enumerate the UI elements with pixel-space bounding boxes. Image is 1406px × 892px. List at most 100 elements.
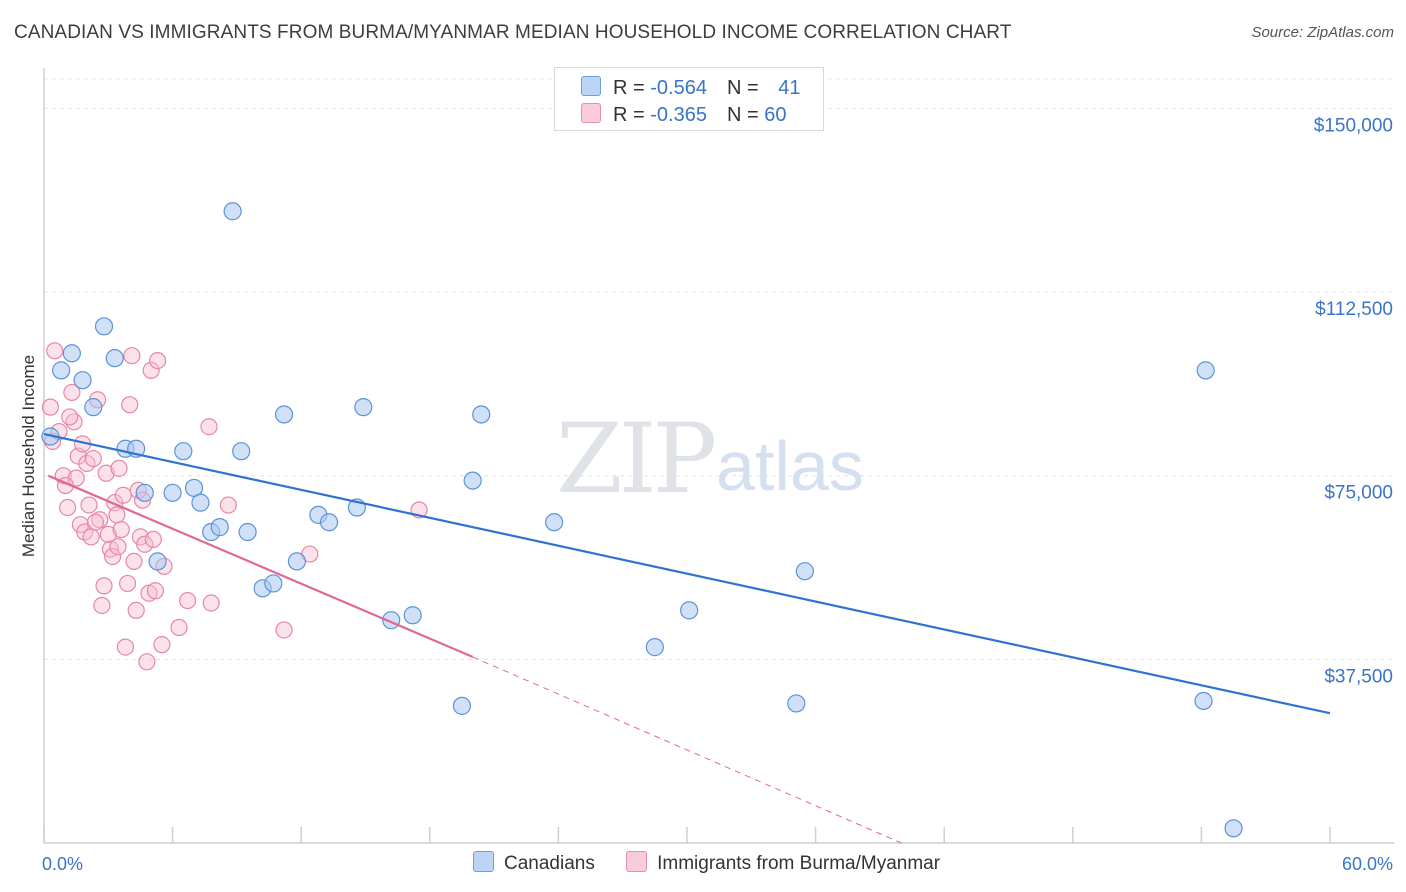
canadians-point	[472, 405, 491, 424]
immigrants-point	[146, 582, 165, 600]
canadians-point	[787, 694, 806, 713]
canadians-point	[210, 518, 229, 537]
immigrants-point	[109, 538, 127, 556]
legend-r-value: -0.564	[650, 77, 707, 99]
canadians-point	[680, 601, 699, 620]
canadians-points	[41, 202, 1243, 838]
canadians-point	[1196, 361, 1215, 380]
immigrants-point	[153, 636, 171, 654]
y-tick-label: $150,000	[1314, 115, 1393, 136]
immigrants-point	[99, 525, 117, 544]
immigrants-point	[97, 464, 115, 482]
legend-n-label: N =	[726, 77, 765, 99]
canadians-point	[287, 552, 307, 571]
x-tick-labels: 0.0% 60.0%	[42, 854, 1393, 874]
y-tick-label: $75,000	[1324, 483, 1393, 504]
immigrants-point	[63, 383, 81, 402]
grid-lines	[44, 78, 1394, 660]
canadians-point	[1194, 691, 1213, 711]
immigrants-point	[148, 352, 167, 370]
immigrants-point	[61, 408, 79, 426]
chart-title: CANADIAN VS IMMIGRANTS FROM BURMA/MYANMA…	[14, 22, 1012, 43]
canadians-point	[238, 522, 257, 542]
immigrants-point	[114, 486, 132, 504]
canadians-trend-line	[43, 432, 1331, 715]
immigrants-point	[136, 535, 154, 553]
immigrants-point	[110, 459, 128, 477]
legend-item-canadians[interactable]: Canadians	[473, 851, 595, 875]
canadians-point	[84, 398, 103, 417]
trend-lines	[43, 432, 1331, 844]
immigrants-point	[144, 530, 162, 548]
immigrants-point	[142, 361, 160, 379]
immigrants-point	[118, 574, 137, 593]
canadians-point	[232, 442, 251, 461]
legend-label-canadians: Canadians	[504, 853, 595, 874]
immigrants-point	[275, 621, 293, 639]
canadians-point	[73, 371, 92, 390]
canadians-point	[545, 513, 564, 532]
canadians-point	[1224, 819, 1243, 838]
canadians-point	[452, 696, 472, 715]
canadians-point	[174, 442, 193, 461]
legend-r-value: -0.365	[650, 104, 707, 126]
immigrants-point	[108, 506, 126, 524]
legend-r-label: R =	[613, 77, 651, 99]
canadians-point	[264, 574, 283, 593]
canadians-point	[135, 483, 154, 502]
legend-item-immigrants[interactable]: Immigrants from Burma/Myanmar	[626, 851, 940, 875]
x-tick-label: 60.0%	[1342, 854, 1393, 874]
immigrants-point	[179, 591, 197, 610]
x-tick-label: 0.0%	[42, 854, 83, 874]
immigrants-point	[41, 398, 60, 416]
immigrants-point	[95, 577, 113, 595]
legend-r-label: R =	[613, 104, 651, 126]
canadians-point	[645, 638, 664, 657]
legend-n-label: N =	[726, 104, 765, 126]
legend-swatch-blue	[473, 851, 494, 872]
immigrants-point	[202, 594, 220, 612]
y-axis-label: Median Household Income	[19, 355, 38, 557]
legend-n-value: 60	[764, 104, 787, 126]
canadians-point	[191, 493, 210, 512]
canadians-point	[52, 361, 71, 380]
legend-row-canadians: R = -0.564 N = 41	[581, 76, 800, 102]
canadians-point	[319, 513, 339, 532]
immigrants-point	[103, 547, 122, 566]
immigrants-trend-extension	[472, 656, 902, 844]
immigrants-point	[200, 418, 218, 436]
immigrants-point	[112, 520, 130, 539]
canadians-point	[148, 552, 167, 571]
immigrants-point	[170, 618, 188, 637]
immigrants-point	[138, 653, 156, 671]
canadians-point	[274, 405, 294, 424]
watermark-atlas: atlas	[716, 427, 864, 505]
canadians-point	[795, 562, 814, 581]
axes	[43, 68, 1394, 844]
immigrants-point	[80, 496, 98, 514]
immigrants-point	[58, 498, 77, 517]
immigrants-point	[82, 528, 100, 546]
immigrants-point	[127, 601, 145, 619]
legend-label-immigrants: Immigrants from Burma/Myanmar	[657, 853, 941, 874]
canadians-point	[163, 483, 182, 502]
canadians-point	[223, 202, 242, 221]
immigrants-point	[121, 396, 139, 414]
series-legend: Canadians Immigrants from Burma/Myanmar	[473, 851, 966, 875]
correlation-legend: R = -0.564 N = 41 R = -0.365 N = 60	[554, 67, 824, 131]
immigrants-point	[46, 342, 64, 360]
immigrants-trend-line	[47, 474, 474, 658]
immigrants-point	[93, 596, 111, 615]
legend-swatch-blue	[581, 76, 601, 96]
canadians-point	[94, 317, 114, 336]
legend-swatch-pink	[581, 103, 601, 123]
legend-row-immigrants: R = -0.365 N = 60	[581, 103, 786, 129]
immigrants-point	[84, 449, 102, 468]
y-tick-label: $37,500	[1324, 666, 1393, 687]
immigrants-point	[86, 513, 105, 531]
immigrants-point	[219, 496, 237, 514]
watermark-zip: ZIP	[556, 403, 715, 515]
canadians-point	[403, 606, 422, 625]
immigrants-points	[41, 342, 428, 671]
